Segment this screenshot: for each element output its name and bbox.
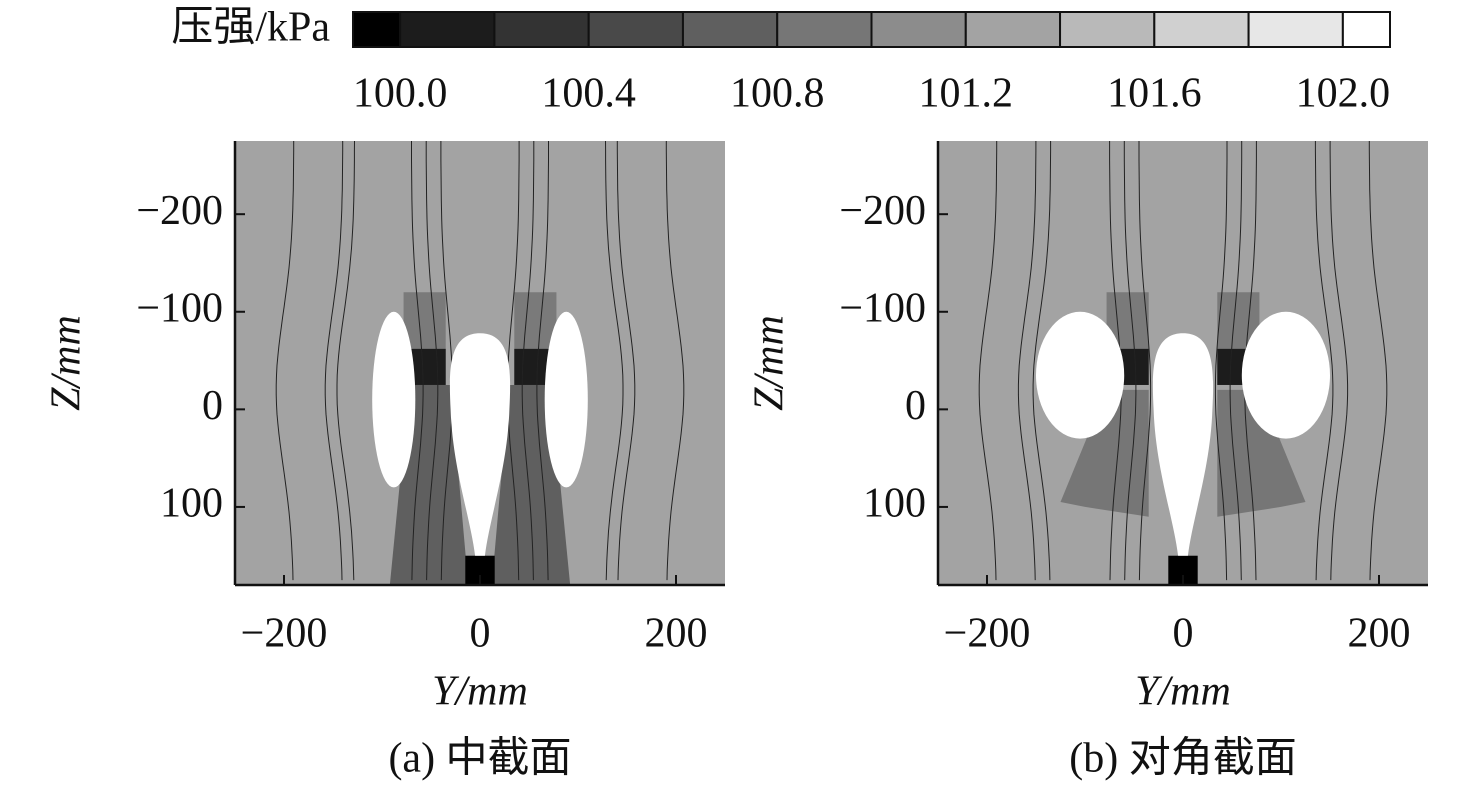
streamline	[1214, 141, 1228, 581]
colorbar-title: 压强/kPa	[171, 5, 330, 51]
streamline	[336, 140, 355, 581]
streamline	[425, 141, 439, 581]
y-tick-label: 0	[905, 383, 926, 429]
streamline	[605, 140, 624, 581]
y-tick-label: −100	[839, 285, 926, 331]
colorbar-segment	[1247, 11, 1344, 48]
colorbar-segment	[587, 11, 684, 48]
colorbar-segment	[352, 11, 402, 48]
y-tick-label: −100	[136, 285, 223, 331]
panel-caption: (a) 中截面	[388, 736, 571, 782]
streamline	[275, 141, 295, 581]
x-tick-label: −200	[241, 611, 328, 657]
streamline	[1314, 141, 1334, 581]
colorbar-segment	[681, 11, 779, 48]
streamline	[1032, 141, 1052, 581]
streamline	[978, 141, 998, 581]
x-tick-label: −200	[944, 611, 1031, 657]
colorbar-tick-label: 100.4	[541, 71, 636, 117]
colorbar-segment	[1059, 11, 1156, 48]
streamline	[507, 141, 520, 581]
colorbar-tick-label: 102.0	[1296, 71, 1391, 117]
y-tick-label: 0	[202, 383, 223, 429]
streamline	[1138, 141, 1152, 581]
center-body	[449, 333, 511, 556]
colorbar-tick-label: 100.8	[730, 71, 825, 117]
side-body	[544, 311, 588, 488]
colorbar-segment	[399, 11, 496, 48]
x-axis-label: Y/mm	[1135, 669, 1231, 715]
y-tick-label: 100	[863, 481, 926, 527]
streamline	[536, 141, 549, 581]
x-tick-label: 200	[645, 611, 708, 657]
x-tick-label: 200	[1348, 611, 1411, 657]
streamline	[440, 141, 453, 581]
contour-field	[235, 140, 725, 585]
streamline	[521, 141, 535, 581]
wake-region	[1217, 389, 1306, 517]
streamline	[324, 141, 344, 581]
streamline	[665, 141, 685, 581]
colorbar-tick-label: 100.0	[353, 71, 448, 117]
streamline	[1123, 141, 1137, 581]
x-axis-label: Y/mm	[432, 669, 528, 715]
streamline	[1229, 141, 1243, 581]
panel-caption: (b) 对角截面	[1069, 736, 1296, 782]
side-body	[372, 311, 416, 488]
colorbar-segment	[493, 11, 590, 48]
colorbar-segment	[964, 11, 1062, 48]
side-body	[1036, 311, 1125, 439]
colorbar-segment	[1153, 11, 1250, 48]
colorbar-segment	[776, 11, 873, 48]
colorbar-tick-label: 101.6	[1107, 71, 1202, 117]
colorbar-segment	[1341, 11, 1392, 48]
streamline	[1368, 141, 1388, 581]
side-body	[1241, 311, 1330, 439]
y-tick-label: 100	[160, 481, 223, 527]
colorbar-tick-label: 101.2	[919, 71, 1014, 117]
streamline	[1017, 141, 1037, 581]
x-tick-label: 0	[470, 611, 491, 657]
y-tick-label: −200	[136, 188, 223, 234]
colorbar-segment	[870, 11, 967, 48]
wake-region	[1060, 389, 1149, 517]
x-tick-label: 0	[1173, 611, 1194, 657]
contour-field	[938, 141, 1428, 585]
streamline	[616, 141, 636, 581]
y-axis-label: Z/mm	[44, 315, 90, 411]
y-tick-label: −200	[839, 188, 926, 234]
y-axis-label: Z/mm	[747, 315, 793, 411]
center-body	[1152, 333, 1214, 556]
streamline	[411, 141, 424, 581]
streamline	[1329, 141, 1349, 581]
